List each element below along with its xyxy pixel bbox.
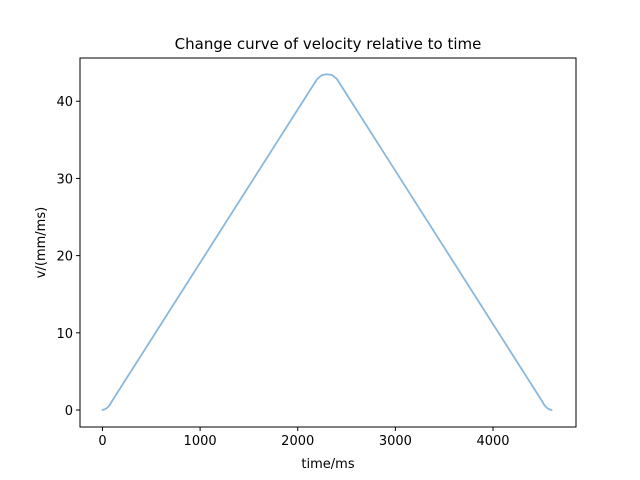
- y-tick-label: 20: [56, 250, 73, 265]
- y-tick-label: 30: [56, 172, 73, 187]
- y-tick-label: 40: [56, 95, 73, 110]
- y-axis-ticks: 0 10 20 30 40: [56, 95, 80, 419]
- x-axis-label: time/ms: [301, 457, 354, 472]
- plot-frame: [79, 57, 577, 428]
- x-axis-ticks: 0 1000 2000 3000 4000: [98, 427, 510, 449]
- y-tick-label: 10: [56, 327, 73, 342]
- x-tick-label: 0: [98, 434, 106, 449]
- x-tick-label: 4000: [476, 434, 509, 449]
- velocity-series-line: [101, 73, 553, 411]
- x-tick-label: 3000: [379, 434, 412, 449]
- x-tick-label: 2000: [281, 434, 314, 449]
- chart-title: Change curve of velocity relative to tim…: [175, 35, 482, 53]
- y-axis-label: v/(mm/ms): [34, 207, 49, 278]
- series-layer: [101, 73, 553, 411]
- y-tick-label: 0: [65, 404, 73, 419]
- x-tick-label: 1000: [184, 434, 217, 449]
